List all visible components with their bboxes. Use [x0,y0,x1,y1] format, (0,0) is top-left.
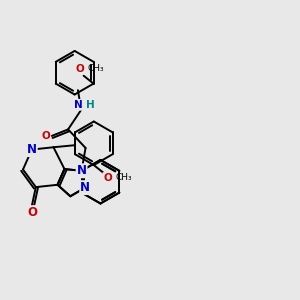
Text: O: O [27,206,37,219]
Text: N: N [80,181,90,194]
Text: O: O [103,173,112,183]
Text: N: N [27,143,37,156]
Text: O: O [41,131,50,141]
Text: H: H [86,100,95,110]
Text: N: N [76,164,87,177]
Text: N: N [74,100,82,110]
Text: CH₃: CH₃ [116,173,132,182]
Text: CH₃: CH₃ [88,64,104,73]
Text: O: O [75,64,84,74]
